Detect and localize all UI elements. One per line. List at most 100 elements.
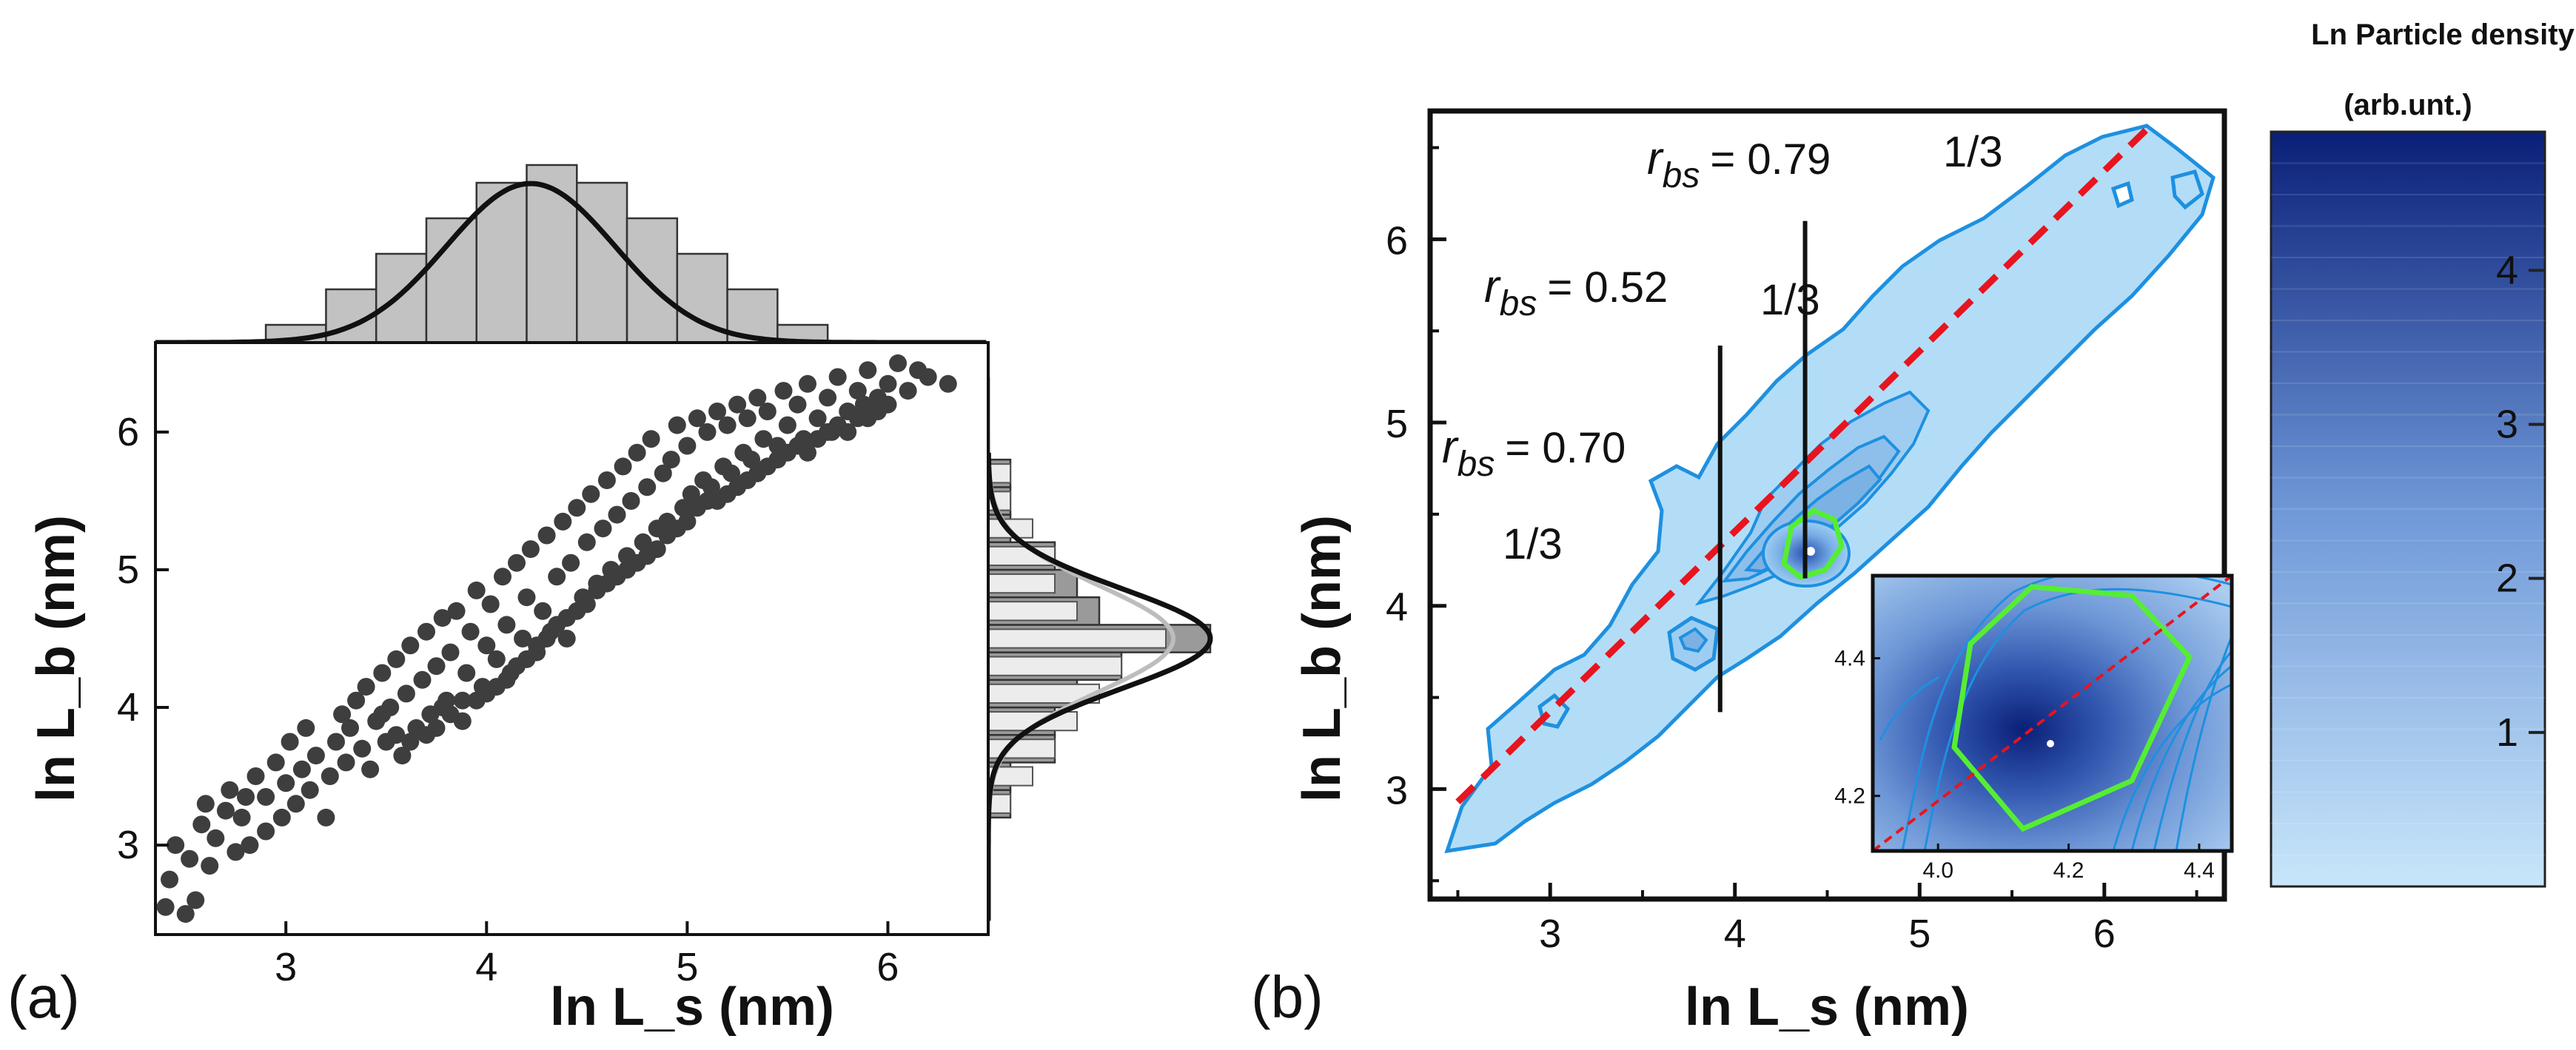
scatter-point [562, 553, 580, 572]
scatter-point [216, 801, 235, 820]
b-x-tick-label: 3 [1539, 912, 1561, 956]
scatter-point [634, 533, 652, 551]
scatter-point [427, 718, 446, 737]
scatter-point [487, 650, 506, 668]
colorbar-title: Ln Particle density [2311, 18, 2575, 51]
scatter-point [722, 464, 740, 482]
scatter-point [534, 602, 552, 620]
scatter-point [401, 636, 420, 655]
inset-peak-marker [2047, 740, 2054, 747]
scatter-point [754, 430, 773, 448]
scatter-point [266, 753, 285, 772]
top-marginal-histogram [155, 164, 988, 346]
annotation-r-079: rbs = 0.79 [1647, 133, 1831, 195]
scatter-point [272, 808, 291, 827]
inset-x-tick-label: 4.4 [2184, 858, 2215, 883]
scatter-point [181, 849, 199, 868]
scatter-point [728, 395, 747, 414]
scatter-point [594, 519, 612, 538]
b-x-axis-title: ln L_s (nm) [1685, 977, 1969, 1037]
scatter-point [654, 464, 672, 482]
top-hist-bar [375, 252, 428, 344]
colorbar-tick-label: 4 [2496, 248, 2518, 292]
scatter-point [748, 388, 767, 407]
inset-y-tick-label: 4.2 [1834, 784, 1865, 809]
a-x-axis: 3 4 5 6 [275, 921, 899, 989]
top-hist-bar [625, 217, 679, 344]
scatter-point [281, 733, 299, 751]
scatter-point [333, 705, 352, 724]
inset-zoom: 4.0 4.2 4.4 4.2 4.4 [1834, 573, 2234, 883]
scatter-point [508, 553, 526, 572]
colorbar-ticks: 1 2 3 4 [2496, 248, 2545, 755]
scatter-point [257, 822, 275, 841]
scatter-point [682, 485, 700, 503]
scatter-point [192, 815, 211, 834]
scatter-point [517, 588, 536, 607]
scatter-point [461, 622, 480, 641]
scatter-point [481, 595, 500, 613]
scatter-point [167, 836, 185, 855]
panel-b: rbs = 0.70 rbs = 0.52 rbs = 0.79 1/3 1/3 1/… [1251, 108, 2234, 1037]
colorbar-gradient [2270, 130, 2546, 888]
scatter-point [879, 395, 897, 414]
scatter-point [919, 368, 937, 386]
b-y-tick-label: 6 [1386, 218, 1408, 263]
inset-fit-line [1873, 576, 2232, 851]
scatter-point [237, 788, 255, 806]
scatter-point [668, 416, 686, 434]
a-x-tick-label: 4 [475, 945, 497, 989]
scatter-point [799, 374, 816, 393]
scatter-point [808, 409, 827, 428]
scatter-point [688, 409, 706, 428]
scatter-point [361, 760, 380, 778]
colorbar-tick-label: 3 [2496, 403, 2518, 447]
scatter-point [678, 512, 697, 531]
scatter-point [286, 795, 305, 813]
scatter-point [246, 767, 265, 785]
inset-contour-lines [1879, 576, 2232, 851]
density-peak-marker [1806, 547, 1815, 556]
right-hist-bar-white [987, 573, 1056, 594]
scatter-point [698, 423, 717, 441]
inset-x-tick-label: 4.0 [1922, 858, 1953, 883]
inset-peak-contour [1951, 584, 2193, 832]
scatter-point [788, 395, 807, 414]
panel-label-b: (b) [1251, 964, 1324, 1030]
scatter-point [889, 354, 907, 372]
scatter-point [537, 526, 556, 545]
scatter-point [899, 382, 917, 400]
right-marginal-histogram [985, 377, 1213, 921]
scatter-point [742, 451, 761, 469]
scatter-point [297, 718, 315, 737]
scatter-point [819, 388, 837, 407]
inset-x-axis: 4.0 4.2 4.4 [1922, 844, 2215, 883]
scatter-points [156, 354, 957, 923]
scatter-point [321, 767, 339, 785]
a-y-axis-title: ln L_b (nm) [27, 515, 86, 802]
scatter-point [497, 670, 516, 689]
scatter-point [828, 368, 847, 386]
scatter-point [497, 616, 516, 634]
b-y-axis-title: ln L_b (nm) [1292, 515, 1352, 802]
b-y-axis: 3 4 5 6 [1386, 146, 1446, 883]
scatter-point [187, 891, 205, 909]
colorbar-unit: (arb.unt.) [2344, 89, 2472, 121]
scatter-point [201, 857, 219, 875]
scatter-point [401, 733, 420, 751]
scatter-point [799, 443, 816, 462]
scatter-point [373, 664, 392, 682]
scatter-point [517, 650, 536, 668]
scatter-point [537, 630, 556, 647]
scatter-point [854, 395, 873, 414]
scatter-point [257, 788, 275, 806]
b-y-tick-label: 3 [1386, 768, 1408, 812]
scatter-point [441, 643, 460, 662]
scatter-point [859, 361, 877, 380]
top-hist-bar [526, 164, 578, 344]
scatter-point [387, 726, 406, 744]
scatter-point [227, 843, 245, 861]
colorbar-tick-label: 2 [2496, 556, 2518, 601]
scatter-point [447, 602, 466, 620]
